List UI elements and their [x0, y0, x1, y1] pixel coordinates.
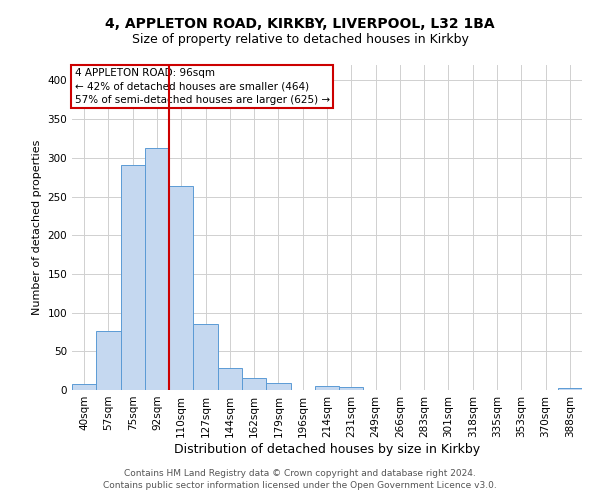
X-axis label: Distribution of detached houses by size in Kirkby: Distribution of detached houses by size … — [174, 442, 480, 456]
Text: 4 APPLETON ROAD: 96sqm
← 42% of detached houses are smaller (464)
57% of semi-de: 4 APPLETON ROAD: 96sqm ← 42% of detached… — [74, 68, 329, 104]
Bar — [315, 386, 339, 390]
Bar — [218, 368, 242, 390]
Bar — [266, 383, 290, 390]
Bar — [121, 165, 145, 390]
Bar — [96, 331, 121, 390]
Text: 4, APPLETON ROAD, KIRKBY, LIVERPOOL, L32 1BA: 4, APPLETON ROAD, KIRKBY, LIVERPOOL, L32… — [105, 18, 495, 32]
Bar — [145, 148, 169, 390]
Y-axis label: Number of detached properties: Number of detached properties — [32, 140, 42, 315]
Bar — [72, 384, 96, 390]
Text: Size of property relative to detached houses in Kirkby: Size of property relative to detached ho… — [131, 32, 469, 46]
Bar — [558, 388, 582, 390]
Text: Contains public sector information licensed under the Open Government Licence v3: Contains public sector information licen… — [103, 481, 497, 490]
Bar — [193, 324, 218, 390]
Bar — [169, 186, 193, 390]
Bar — [242, 378, 266, 390]
Text: Contains HM Land Registry data © Crown copyright and database right 2024.: Contains HM Land Registry data © Crown c… — [124, 468, 476, 477]
Bar — [339, 387, 364, 390]
